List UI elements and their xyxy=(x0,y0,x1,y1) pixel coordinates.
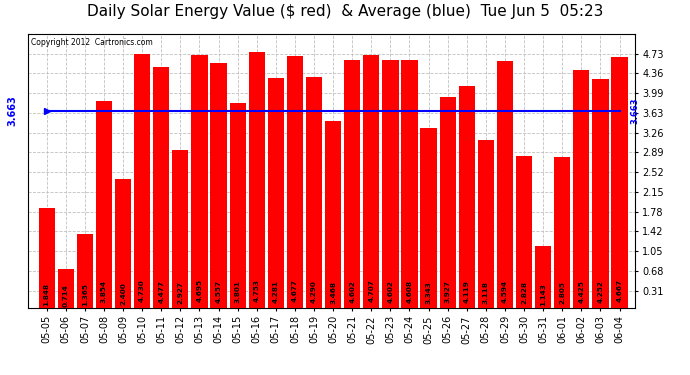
Bar xyxy=(39,208,55,308)
Bar xyxy=(210,63,226,308)
Text: 3.118: 3.118 xyxy=(483,281,489,304)
Text: 3.663: 3.663 xyxy=(630,98,639,124)
Bar xyxy=(268,78,284,308)
Bar xyxy=(58,269,74,308)
Bar xyxy=(134,54,150,307)
Bar xyxy=(440,97,456,308)
Bar xyxy=(77,234,93,308)
Text: 1.848: 1.848 xyxy=(43,282,50,306)
Text: 3.854: 3.854 xyxy=(101,280,107,303)
Text: 2.828: 2.828 xyxy=(521,282,527,304)
Text: Daily Solar Energy Value ($ red)  & Average (blue)  Tue Jun 5  05:23: Daily Solar Energy Value ($ red) & Avera… xyxy=(87,4,603,19)
Text: Copyright 2012  Cartronics.com: Copyright 2012 Cartronics.com xyxy=(30,38,152,47)
Text: 4.730: 4.730 xyxy=(139,280,145,302)
Bar xyxy=(459,86,475,308)
Bar xyxy=(420,128,437,308)
Text: 4.608: 4.608 xyxy=(406,279,413,303)
Text: 4.667: 4.667 xyxy=(617,279,622,303)
Bar xyxy=(611,57,628,308)
Bar xyxy=(153,67,169,308)
Text: 4.252: 4.252 xyxy=(598,280,604,303)
Text: 4.707: 4.707 xyxy=(368,280,374,303)
Bar xyxy=(573,70,589,308)
Bar xyxy=(191,56,208,308)
Text: 2.400: 2.400 xyxy=(120,282,126,305)
Bar xyxy=(325,122,342,308)
Text: 3.343: 3.343 xyxy=(426,281,431,304)
Text: 4.753: 4.753 xyxy=(254,279,259,302)
Text: 1.365: 1.365 xyxy=(82,283,88,306)
Text: 3.927: 3.927 xyxy=(444,280,451,303)
Text: 4.594: 4.594 xyxy=(502,280,508,303)
Text: 4.695: 4.695 xyxy=(197,279,202,303)
Text: 4.290: 4.290 xyxy=(311,280,317,303)
Text: 0.714: 0.714 xyxy=(63,284,69,307)
Bar xyxy=(344,60,360,308)
Text: 4.602: 4.602 xyxy=(387,280,393,303)
Text: 4.425: 4.425 xyxy=(578,280,584,303)
Bar xyxy=(535,246,551,308)
Text: 4.281: 4.281 xyxy=(273,280,279,303)
Bar xyxy=(592,79,609,308)
Bar xyxy=(402,60,417,308)
Bar xyxy=(96,100,112,308)
Bar xyxy=(363,55,380,308)
Bar xyxy=(248,53,265,308)
Text: 4.677: 4.677 xyxy=(292,280,298,303)
Bar xyxy=(172,150,188,308)
Bar xyxy=(287,57,303,308)
Text: 4.119: 4.119 xyxy=(464,280,470,303)
Bar xyxy=(554,157,571,308)
Bar xyxy=(497,61,513,308)
Text: 2.927: 2.927 xyxy=(177,282,184,304)
Bar xyxy=(115,178,131,308)
Text: 3.801: 3.801 xyxy=(235,280,241,303)
Text: 3.663: 3.663 xyxy=(8,96,17,126)
Text: 4.602: 4.602 xyxy=(349,280,355,303)
Text: 3.468: 3.468 xyxy=(330,281,336,304)
Bar xyxy=(230,104,246,308)
Bar xyxy=(382,60,399,308)
Bar xyxy=(306,77,322,308)
Text: 1.143: 1.143 xyxy=(540,284,546,306)
Text: 4.557: 4.557 xyxy=(215,280,221,303)
Bar xyxy=(516,156,532,308)
Text: 4.477: 4.477 xyxy=(158,280,164,303)
Bar xyxy=(477,140,494,308)
Text: 2.805: 2.805 xyxy=(559,282,565,304)
